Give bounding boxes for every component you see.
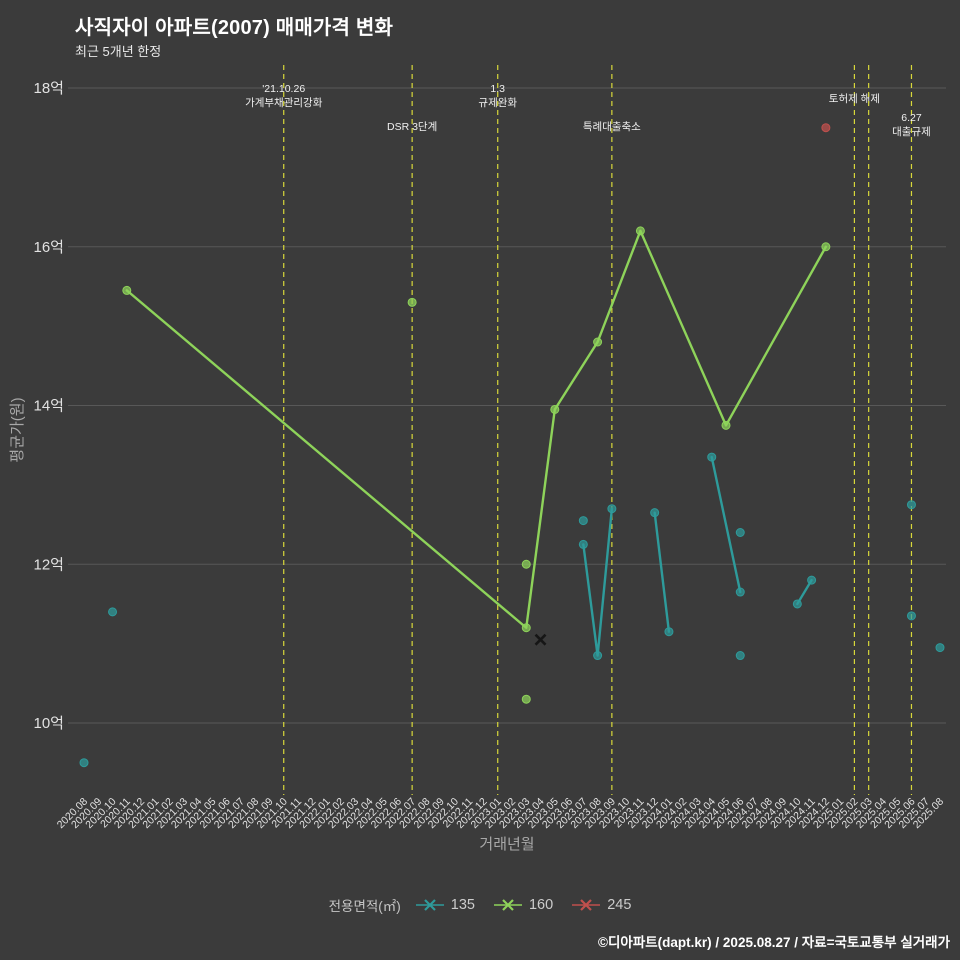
annotation-label: 특례대출축소 (583, 121, 641, 133)
y-tick-label: 10억 (34, 715, 65, 732)
data-point-160 (122, 285, 132, 295)
series-135-line (653, 511, 671, 633)
data-point-135 (578, 516, 588, 526)
data-point-160 (550, 404, 560, 414)
data-point-160 (593, 337, 603, 347)
series-marker-icon (572, 899, 601, 911)
series-marker-icon (415, 899, 444, 911)
series-135-line (710, 455, 742, 594)
data-point-135 (735, 587, 745, 597)
data-point-160 (521, 559, 531, 569)
data-point-135 (79, 758, 89, 768)
data-point-135 (792, 599, 802, 609)
data-point-160 (635, 226, 645, 236)
data-point-135 (593, 651, 603, 661)
series-135-line (796, 578, 813, 606)
data-point-135 (807, 575, 817, 585)
legend-item-label: 160 (528, 897, 554, 913)
data-point-160 (821, 242, 831, 252)
legend: 전용면적(㎡) 135 160 245 (0, 895, 960, 915)
y-tick-label: 12억 (34, 556, 65, 573)
x-axis-title: 거래년월 (479, 836, 534, 853)
annotation-label: 토허제 해제 (829, 92, 880, 105)
annotation-label: 1.3 (490, 83, 505, 95)
data-point-135 (935, 643, 945, 653)
data-point-135 (735, 651, 745, 661)
annotation-label: 6.27 (901, 112, 922, 124)
y-axis-title: 평균가(원) (9, 397, 26, 462)
annotation-label: '21.10.26 (262, 83, 305, 95)
legend-item-label: 245 (607, 897, 632, 913)
data-point-135 (650, 508, 660, 518)
data-point-160 (721, 420, 731, 430)
data-point-135 (108, 607, 118, 617)
data-point-135 (664, 627, 674, 637)
data-point-135 (707, 452, 717, 462)
cancelled-transaction-marker (534, 633, 547, 646)
legend-item-245: 245 (571, 897, 631, 913)
legend-item-135: 135 (415, 897, 475, 913)
data-point-160 (521, 623, 531, 633)
legend-item-160: 160 (493, 897, 553, 913)
data-point-160 (521, 694, 531, 704)
data-point-135 (906, 500, 916, 510)
series-135-line (582, 507, 614, 657)
legend-title: 전용면적(㎡) (328, 899, 401, 914)
annotation-label: 규제완화 (478, 96, 517, 109)
data-point-135 (607, 504, 617, 514)
data-point-160 (407, 297, 417, 307)
chart-subtitle: 최근 5개년 한정 (75, 44, 162, 59)
data-point-245 (821, 123, 831, 133)
legend-items: 135 160 245 (415, 897, 631, 913)
legend-item-label: 135 (450, 897, 475, 913)
y-tick-label: 18억 (34, 80, 65, 97)
chart-title: 사직자이 아파트(2007) 매매가격 변화 (75, 17, 394, 39)
y-tick-label: 16억 (34, 239, 65, 256)
footer-credit: ©디아파트(dapt.kr) / 2025.08.27 / 자료=국토교통부 실… (598, 935, 950, 950)
series-marker-icon (493, 899, 522, 911)
annotation-label: 대출규제 (892, 126, 931, 138)
data-point-135 (735, 528, 745, 537)
annotation-label: 가계부채관리강화 (245, 97, 323, 109)
annotation-label: DSR 3단계 (387, 121, 437, 133)
data-point-135 (906, 611, 916, 621)
series-160-line (125, 229, 828, 629)
data-point-135 (578, 539, 588, 549)
y-tick-label: 14억 (34, 398, 65, 415)
